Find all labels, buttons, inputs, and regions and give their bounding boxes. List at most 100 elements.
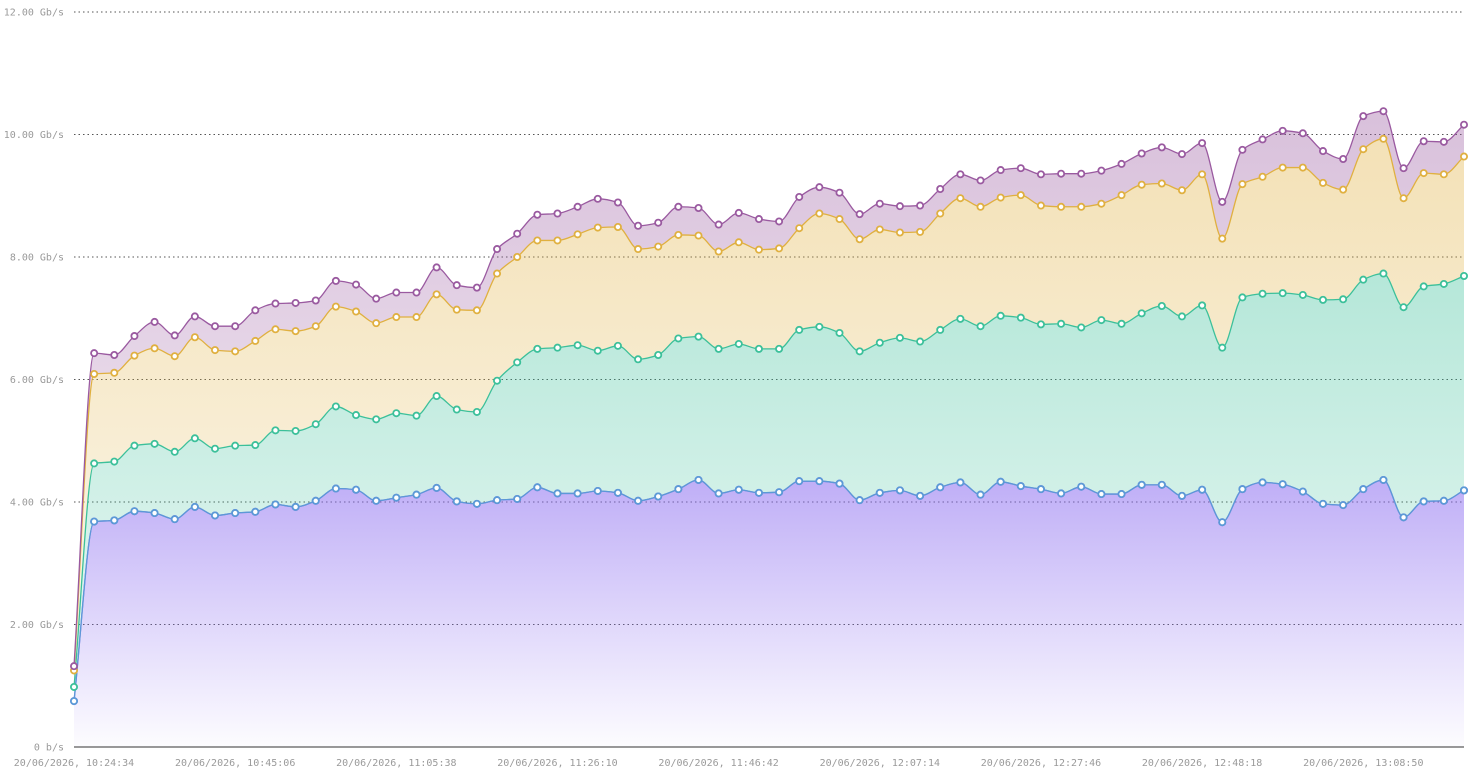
data-point[interactable] xyxy=(734,339,743,348)
data-point[interactable] xyxy=(815,477,824,486)
data-point[interactable] xyxy=(1419,497,1428,506)
data-point[interactable] xyxy=(271,500,280,509)
data-point[interactable] xyxy=(593,486,602,495)
data-point[interactable] xyxy=(835,479,844,488)
data-point[interactable] xyxy=(1077,323,1086,332)
data-point[interactable] xyxy=(1057,202,1066,211)
data-point[interactable] xyxy=(493,269,502,278)
data-point[interactable] xyxy=(1318,147,1327,156)
data-point[interactable] xyxy=(956,170,965,179)
data-point[interactable] xyxy=(1016,313,1025,322)
data-point[interactable] xyxy=(553,209,562,218)
data-point[interactable] xyxy=(775,488,784,497)
data-point[interactable] xyxy=(1198,170,1207,179)
data-point[interactable] xyxy=(251,336,260,345)
data-point[interactable] xyxy=(392,409,401,418)
data-point[interactable] xyxy=(352,485,361,494)
data-point[interactable] xyxy=(1036,485,1045,494)
data-point[interactable] xyxy=(251,507,260,516)
data-point[interactable] xyxy=(1016,191,1025,200)
data-point[interactable] xyxy=(1278,126,1287,135)
data-point[interactable] xyxy=(895,202,904,211)
data-point[interactable] xyxy=(674,485,683,494)
data-point[interactable] xyxy=(916,491,925,500)
data-point[interactable] xyxy=(1177,312,1186,321)
data-point[interactable] xyxy=(130,441,139,450)
data-point[interactable] xyxy=(895,486,904,495)
data-point[interactable] xyxy=(1379,134,1388,143)
data-point[interactable] xyxy=(734,208,743,217)
data-point[interactable] xyxy=(291,298,300,307)
data-point[interactable] xyxy=(936,185,945,194)
data-point[interactable] xyxy=(1339,295,1348,304)
data-point[interactable] xyxy=(271,299,280,308)
data-point[interactable] xyxy=(1278,163,1287,172)
data-point[interactable] xyxy=(1439,496,1448,505)
data-point[interactable] xyxy=(1238,485,1247,494)
data-point[interactable] xyxy=(714,247,723,256)
data-point[interactable] xyxy=(231,441,240,450)
data-point[interactable] xyxy=(1359,112,1368,121)
data-point[interactable] xyxy=(613,222,622,231)
data-point[interactable] xyxy=(352,280,361,289)
data-point[interactable] xyxy=(634,221,643,230)
data-point[interactable] xyxy=(170,515,179,524)
data-point[interactable] xyxy=(1419,137,1428,146)
data-point[interactable] xyxy=(795,192,804,201)
data-point[interactable] xyxy=(170,352,179,361)
data-point[interactable] xyxy=(432,290,441,299)
data-point[interactable] xyxy=(875,338,884,347)
data-point[interactable] xyxy=(1137,149,1146,158)
data-point[interactable] xyxy=(1419,282,1428,291)
data-point[interactable] xyxy=(1439,170,1448,179)
data-point[interactable] xyxy=(956,478,965,487)
data-point[interactable] xyxy=(754,245,763,254)
data-point[interactable] xyxy=(452,405,461,414)
data-point[interactable] xyxy=(1379,475,1388,484)
data-point[interactable] xyxy=(372,415,381,424)
data-point[interactable] xyxy=(1157,301,1166,310)
data-point[interactable] xyxy=(1036,201,1045,210)
data-point[interactable] xyxy=(70,682,79,691)
data-point[interactable] xyxy=(613,341,622,350)
data-point[interactable] xyxy=(472,499,481,508)
data-point[interactable] xyxy=(432,392,441,401)
data-point[interactable] xyxy=(573,202,582,211)
data-point[interactable] xyxy=(1057,169,1066,178)
data-point[interactable] xyxy=(271,426,280,435)
data-point[interactable] xyxy=(412,490,421,499)
data-point[interactable] xyxy=(1117,319,1126,328)
data-point[interactable] xyxy=(855,347,864,356)
data-point[interactable] xyxy=(1359,275,1368,284)
data-point[interactable] xyxy=(775,344,784,353)
data-point[interactable] xyxy=(493,496,502,505)
data-point[interactable] xyxy=(452,497,461,506)
data-point[interactable] xyxy=(1278,480,1287,489)
data-point[interactable] xyxy=(493,245,502,254)
data-point[interactable] xyxy=(1460,152,1468,161)
data-point[interactable] xyxy=(110,516,119,525)
data-point[interactable] xyxy=(775,217,784,226)
data-point[interactable] xyxy=(1318,499,1327,508)
data-point[interactable] xyxy=(573,489,582,498)
data-point[interactable] xyxy=(573,341,582,350)
data-point[interactable] xyxy=(130,351,139,360)
data-point[interactable] xyxy=(956,314,965,323)
data-point[interactable] xyxy=(150,509,159,518)
data-point[interactable] xyxy=(1137,180,1146,189)
data-point[interactable] xyxy=(1419,169,1428,178)
data-point[interactable] xyxy=(513,229,522,238)
data-point[interactable] xyxy=(190,502,199,511)
data-point[interactable] xyxy=(1117,159,1126,168)
data-point[interactable] xyxy=(1157,143,1166,152)
data-point[interactable] xyxy=(1218,343,1227,352)
data-point[interactable] xyxy=(835,328,844,337)
data-point[interactable] xyxy=(654,242,663,251)
data-point[interactable] xyxy=(795,325,804,334)
data-point[interactable] xyxy=(1097,199,1106,208)
data-point[interactable] xyxy=(392,493,401,502)
data-point[interactable] xyxy=(211,511,220,520)
data-point[interactable] xyxy=(936,209,945,218)
data-point[interactable] xyxy=(1157,179,1166,188)
data-point[interactable] xyxy=(1439,279,1448,288)
